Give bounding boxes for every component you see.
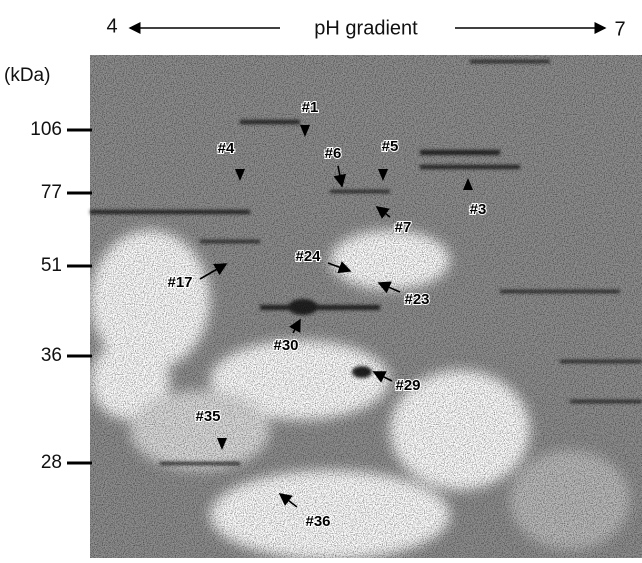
spot-arrow xyxy=(289,318,301,334)
gel xyxy=(90,55,642,560)
mw-marker: 36 xyxy=(41,345,62,366)
spot-label: #5 xyxy=(382,138,399,155)
spot-arrowhead xyxy=(235,169,245,181)
mw-marker: 51 xyxy=(41,255,62,276)
ph-start: 4 xyxy=(106,15,117,37)
spot-arrowhead xyxy=(300,125,310,137)
spot-label: #29 xyxy=(395,377,420,394)
spot-arrow xyxy=(327,261,352,274)
spot-arrow xyxy=(333,165,347,188)
spot-label: #36 xyxy=(305,513,330,530)
spot-arrow xyxy=(199,263,228,280)
spot-arrow xyxy=(377,281,401,294)
spot-label: #7 xyxy=(395,219,412,236)
spot-label: #24 xyxy=(295,248,321,265)
spot-label: #3 xyxy=(470,201,487,218)
spot-arrow xyxy=(372,371,393,383)
spot-arrowhead xyxy=(378,169,388,181)
ph-label: pH gradient xyxy=(314,17,418,39)
spot-label: #30 xyxy=(273,337,298,354)
mw-marker: 77 xyxy=(41,182,62,203)
spot-arrow xyxy=(278,493,298,508)
ph-end: 7 xyxy=(614,18,625,40)
spot-label: #35 xyxy=(195,408,220,425)
spot-label: #23 xyxy=(404,291,429,308)
spot-label: #6 xyxy=(325,145,342,162)
mw-marker: 106 xyxy=(30,119,62,140)
spot-label: #4 xyxy=(218,140,235,157)
mw-marker: 28 xyxy=(41,452,62,473)
spot-arrowhead xyxy=(217,438,227,450)
spot-label: #1 xyxy=(302,99,319,116)
mw-unit: (kDa) xyxy=(4,65,50,86)
spot-arrow xyxy=(375,206,391,219)
spot-label: #17 xyxy=(167,274,192,291)
spot-arrowhead xyxy=(463,178,473,190)
